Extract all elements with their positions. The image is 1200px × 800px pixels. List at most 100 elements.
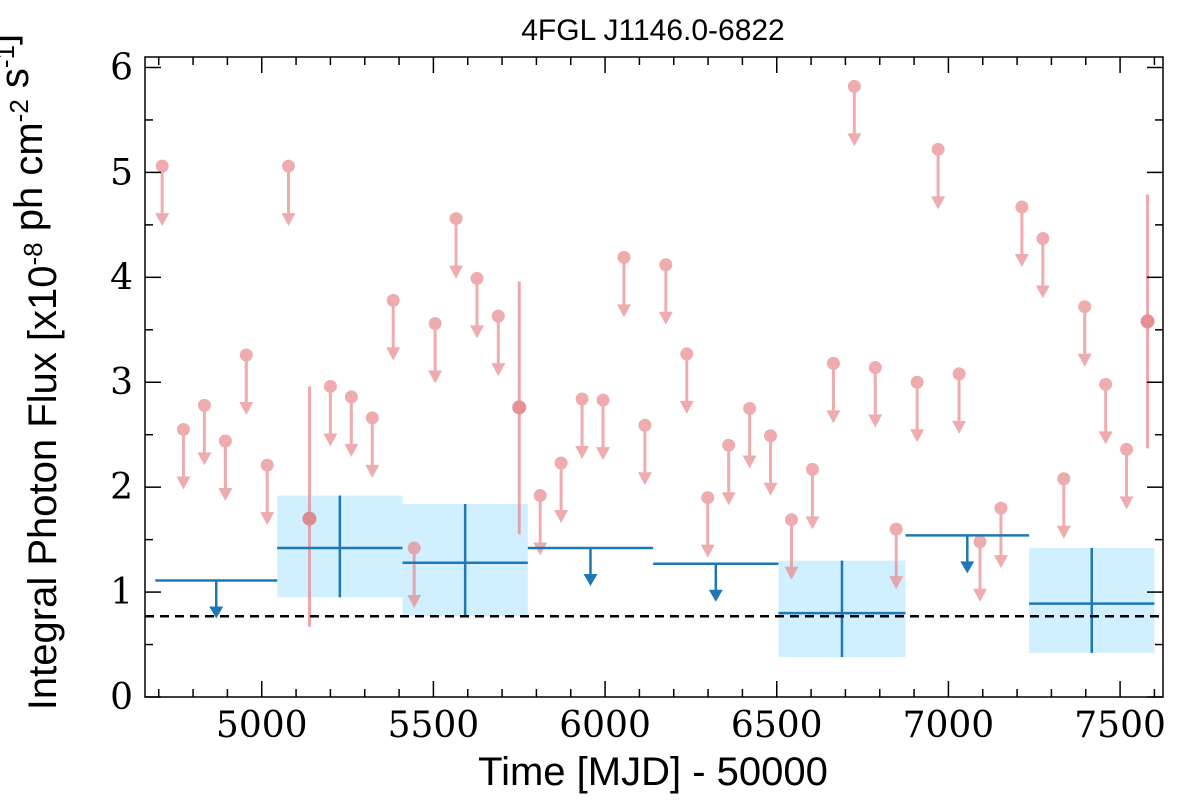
fine-upper-limit: [260, 458, 275, 526]
x-tick-label: 6000: [559, 705, 651, 746]
fine-upper-limit: [428, 316, 443, 384]
upper-limit-marker: [323, 379, 337, 393]
upper-limit-arrowhead: [784, 566, 799, 580]
upper-limit-arrowhead: [931, 196, 946, 210]
fine-upper-limit: [197, 398, 212, 466]
upper-limit-arrowhead: [218, 488, 233, 501]
fine-upper-limit: [637, 418, 652, 486]
fine-upper-limit: [239, 348, 254, 415]
fine-upper-limit: [491, 309, 506, 377]
fine-upper-limit: [616, 250, 631, 318]
upper-limit-arrowhead: [575, 446, 590, 460]
upper-limit-marker: [638, 418, 652, 432]
upper-limit-marker: [197, 398, 211, 412]
x-tick-label: 5500: [388, 705, 480, 746]
upper-limit-marker: [365, 411, 379, 425]
plot-area: [145, 79, 1163, 658]
upper-limit-arrowhead: [260, 512, 275, 526]
upper-limit-arrowhead: [449, 265, 464, 279]
upper-limit-arrowhead: [952, 420, 967, 434]
upper-limit-marker: [1120, 442, 1134, 456]
fine-upper-limit: [1077, 300, 1092, 367]
upper-limit-arrowhead: [805, 516, 820, 530]
coarse-limit-arrowhead: [708, 589, 723, 602]
fine-upper-limit: [1056, 472, 1071, 539]
upper-limit-arrowhead: [889, 576, 904, 590]
y-tick-label: 0: [110, 677, 133, 718]
upper-limit-marker: [617, 250, 631, 264]
fine-upper-limit: [176, 422, 191, 490]
upper-limit-marker: [785, 513, 799, 527]
fine-upper-limit: [575, 392, 590, 460]
detection-marker: [1140, 314, 1155, 329]
y-tick-label: 5: [110, 152, 133, 193]
fine-upper-limit: [742, 401, 757, 469]
x-tick-label: 6500: [731, 705, 823, 746]
y-tick-label: 1: [110, 572, 133, 613]
upper-limit-marker: [554, 456, 568, 470]
upper-limit-marker: [994, 501, 1008, 515]
fine-upper-limit: [952, 367, 967, 434]
fine-upper-limit: [931, 142, 946, 210]
upper-limit-marker: [931, 142, 945, 156]
upper-limit-marker: [659, 258, 673, 272]
upper-limit-marker: [1036, 232, 1050, 246]
upper-limit-marker: [701, 491, 715, 505]
y-tick-label: 2: [110, 467, 133, 508]
upper-limit-arrowhead: [1098, 431, 1113, 445]
upper-limit-arrowhead: [1014, 254, 1029, 268]
upper-limit-marker: [952, 367, 966, 381]
upper-limit-arrowhead: [1077, 353, 1092, 367]
upper-limit-marker: [889, 522, 903, 536]
fine-upper-limit: [533, 489, 548, 556]
fine-upper-limit: [868, 361, 883, 428]
upper-limit-marker: [176, 422, 190, 436]
upper-limit-arrowhead: [868, 414, 883, 428]
upper-limit-marker: [470, 271, 484, 285]
upper-limit-marker: [449, 212, 463, 226]
upper-limit-arrowhead: [407, 595, 422, 609]
upper-limit-arrowhead: [993, 555, 1008, 569]
upper-limit-marker: [910, 375, 924, 389]
upper-limit-marker: [868, 361, 882, 375]
fine-upper-limit: [805, 462, 820, 530]
fine-upper-limit: [344, 390, 359, 457]
fine-upper-limit: [784, 513, 799, 580]
detection-marker: [512, 400, 527, 415]
upper-limit-arrowhead: [1035, 285, 1050, 299]
upper-limit-arrowhead: [428, 370, 443, 384]
upper-limit-marker: [533, 489, 547, 503]
fine-upper-limit: [993, 501, 1008, 569]
upper-limit-arrowhead: [742, 455, 757, 469]
x-axis-label: Time [MJD] - 50000: [478, 750, 828, 794]
upper-limit-arrowhead: [1056, 525, 1071, 539]
upper-limit-arrowhead: [910, 429, 925, 443]
upper-limit-arrowhead: [658, 311, 673, 325]
y-tick-label: 4: [110, 257, 133, 298]
upper-limit-marker: [155, 159, 169, 173]
upper-limit-marker: [575, 392, 589, 406]
y-tick-label: 3: [110, 362, 133, 403]
detection-marker: [302, 511, 317, 526]
upper-limit-arrowhead: [176, 476, 191, 490]
axes: 5000 5500 6000 6500 7000 7500 0 1 2 3 4 5 6: [110, 47, 1166, 746]
fine-upper-limit: [323, 379, 338, 447]
fine-upper-limit: [554, 456, 569, 524]
upper-limit-marker: [260, 458, 274, 472]
coarse-limit-arrowhead: [583, 574, 598, 587]
fine-upper-limit: [470, 271, 485, 339]
coarse-limit-arrowhead: [960, 561, 975, 574]
upper-limit-arrowhead: [826, 410, 841, 424]
fine-upper-limit: [1119, 442, 1134, 510]
fine-upper-limit: [218, 434, 233, 501]
fine-upper-limit: [826, 356, 841, 424]
fine-upper-limit: [407, 541, 422, 609]
upper-limit-marker: [596, 393, 610, 407]
fine-upper-limit: [281, 159, 296, 227]
upper-limit-marker: [826, 356, 840, 370]
upper-limit-arrowhead: [721, 492, 736, 506]
upper-limit-arrowhead: [281, 213, 296, 227]
chart-title: 4FGL J1146.0-6822: [521, 14, 785, 47]
upper-limit-marker: [282, 159, 296, 173]
